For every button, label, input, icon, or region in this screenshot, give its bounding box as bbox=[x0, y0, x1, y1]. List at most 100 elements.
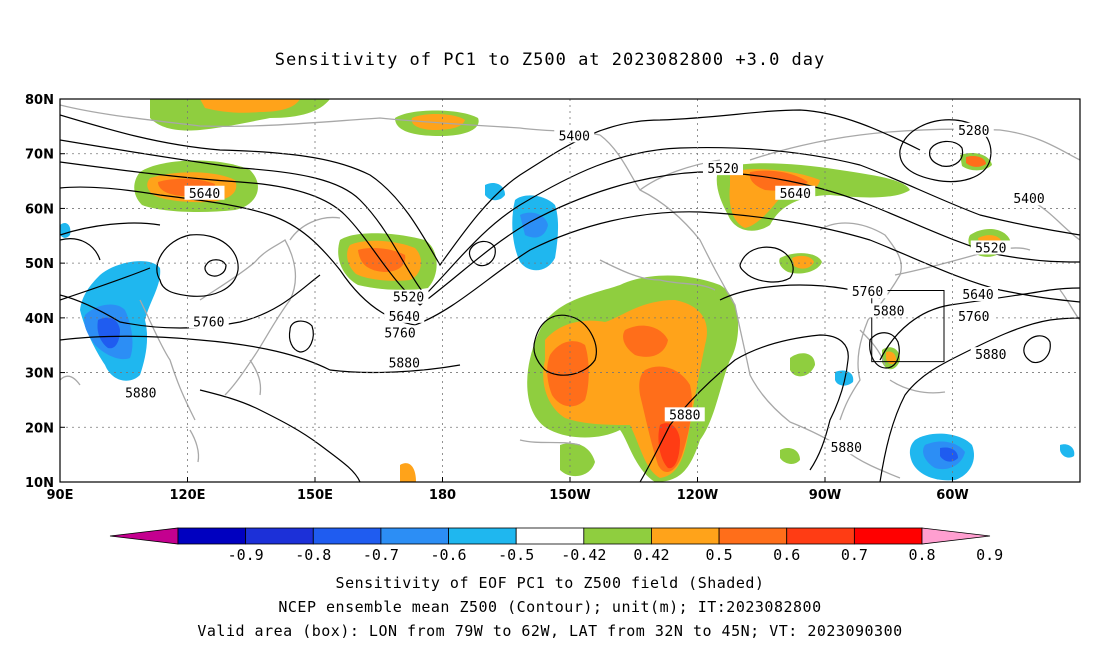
lat-label: 20N bbox=[25, 421, 54, 436]
lon-label: 120E bbox=[169, 488, 205, 503]
colorbar-label: -0.42 bbox=[561, 546, 606, 564]
latitude-axis-labels: 80N 70N 60N 50N 40N 30N 20N 10N bbox=[25, 93, 65, 491]
colorbar-box bbox=[853, 527, 923, 545]
positive-region bbox=[623, 325, 668, 357]
colorbar-label: -0.8 bbox=[295, 546, 331, 564]
longitude-axis-labels: 90E 120E 150E 180 150W 120W 90W 60W bbox=[47, 477, 969, 503]
lat-label: 40N bbox=[25, 312, 54, 327]
colorbar-label: 0.8 bbox=[908, 546, 935, 564]
contour-label-bg bbox=[384, 355, 425, 370]
contour-label: 5400 bbox=[1013, 192, 1044, 207]
coastlines bbox=[60, 104, 1080, 479]
contour-label-bg bbox=[703, 161, 743, 176]
contour-label-bg bbox=[120, 385, 161, 400]
lat-label: 50N bbox=[25, 257, 54, 272]
lon-label: 90W bbox=[809, 488, 841, 503]
negative-region bbox=[97, 317, 120, 349]
lat-label: 80N bbox=[25, 93, 54, 108]
colorbar-box bbox=[312, 527, 382, 545]
colorbar-label: 0.9 bbox=[976, 546, 1003, 564]
positive-region bbox=[790, 353, 815, 377]
contour-label-bg bbox=[868, 303, 909, 318]
positive-region bbox=[560, 443, 595, 477]
negative-region bbox=[1060, 444, 1075, 458]
contour-label: 5880 bbox=[669, 408, 700, 423]
contour-label: 5400 bbox=[559, 129, 590, 144]
chart-title: Sensitivity of PC1 to Z500 at 2023082800… bbox=[274, 50, 826, 70]
colorbar-label: 0.42 bbox=[633, 546, 669, 564]
colorbar-box bbox=[651, 527, 720, 545]
contour-label-bg bbox=[970, 240, 1011, 255]
positive-region bbox=[547, 341, 589, 407]
colorbar-box bbox=[380, 527, 449, 545]
contour-label: 5520 bbox=[393, 291, 424, 306]
colorbar-box bbox=[448, 527, 517, 545]
colorbar-box bbox=[786, 527, 855, 545]
valid-area-box bbox=[871, 290, 945, 363]
contour-label: 5880 bbox=[975, 348, 1006, 363]
contour-label: 5640 bbox=[962, 288, 993, 303]
colorbar-label: 0.7 bbox=[841, 546, 868, 564]
contour-label: 5640 bbox=[189, 187, 220, 202]
colorbar-low-triangle bbox=[109, 527, 179, 545]
contour-label-bg bbox=[380, 325, 420, 340]
contour-label: 5280 bbox=[958, 124, 989, 139]
contour-label-bg bbox=[826, 440, 867, 455]
contour-label: 5760 bbox=[384, 326, 415, 341]
contour-label-bg bbox=[188, 314, 229, 329]
colorbar-box bbox=[177, 527, 247, 545]
colorbar-high-triangle bbox=[921, 527, 991, 545]
footer-line-1: Sensitivity of EOF PC1 to Z500 field (Sh… bbox=[335, 574, 765, 592]
negative-region bbox=[835, 370, 854, 386]
footer-line-3: Valid area (box): LON from 79W to 62W, L… bbox=[197, 622, 903, 640]
contour-label: 5760 bbox=[958, 310, 989, 325]
colorbar-label: -0.9 bbox=[228, 546, 264, 564]
contour-label: 5520 bbox=[975, 241, 1006, 256]
lon-label: 60W bbox=[936, 488, 968, 503]
footer-line-2: NCEP ensemble mean Z500 (Contour); unit(… bbox=[278, 598, 822, 616]
positive-region bbox=[749, 170, 808, 191]
lon-label: 150E bbox=[297, 488, 333, 503]
positive-region bbox=[966, 155, 986, 167]
z500-contours bbox=[60, 109, 1080, 482]
contour-label-bg bbox=[554, 128, 595, 143]
lat-label: 10N bbox=[25, 476, 54, 491]
colorbar-label: 0.5 bbox=[706, 546, 733, 564]
contour-label: 5880 bbox=[389, 356, 420, 371]
contour-label-bg bbox=[664, 407, 705, 422]
contour-labels: 5400 5520 5640 5640 5280 5400 5520 5760 5520 5640… bbox=[120, 122, 1049, 456]
contour-label: 5760 bbox=[852, 285, 883, 300]
contour-label-bg bbox=[847, 284, 888, 299]
negative-region bbox=[940, 447, 958, 462]
contour-label: 5880 bbox=[125, 386, 156, 401]
colorbar-box bbox=[718, 527, 788, 545]
colorbar-label: -0.5 bbox=[498, 546, 534, 564]
contour-label: 5640 bbox=[389, 310, 420, 325]
positive-region bbox=[200, 99, 300, 113]
contour-label-bg bbox=[953, 122, 994, 137]
contour-label: 5760 bbox=[193, 315, 224, 330]
positive-region bbox=[358, 247, 406, 272]
contour-label-bg bbox=[775, 185, 816, 200]
contour-label: 5520 bbox=[707, 162, 738, 177]
contour-label-bg bbox=[1009, 191, 1049, 206]
colorbar-box bbox=[245, 527, 314, 545]
colorbar-label: 0.6 bbox=[773, 546, 800, 564]
lat-label: 60N bbox=[25, 202, 54, 217]
positive-region bbox=[658, 423, 680, 469]
colorbar-label: -0.7 bbox=[363, 546, 399, 564]
lon-label: 120W bbox=[677, 488, 718, 503]
contour-label-bg bbox=[970, 347, 1011, 362]
colorbar-label: -0.6 bbox=[430, 546, 466, 564]
contour-label-bg bbox=[953, 308, 994, 323]
positive-region bbox=[780, 448, 800, 464]
positive-region bbox=[886, 351, 897, 365]
contour-label-bg bbox=[184, 185, 225, 200]
negative-region bbox=[520, 212, 548, 238]
lon-label: 180 bbox=[429, 488, 456, 503]
colorbar-box bbox=[583, 527, 652, 545]
lat-label: 70N bbox=[25, 148, 54, 163]
contour-label-bg bbox=[388, 289, 429, 304]
